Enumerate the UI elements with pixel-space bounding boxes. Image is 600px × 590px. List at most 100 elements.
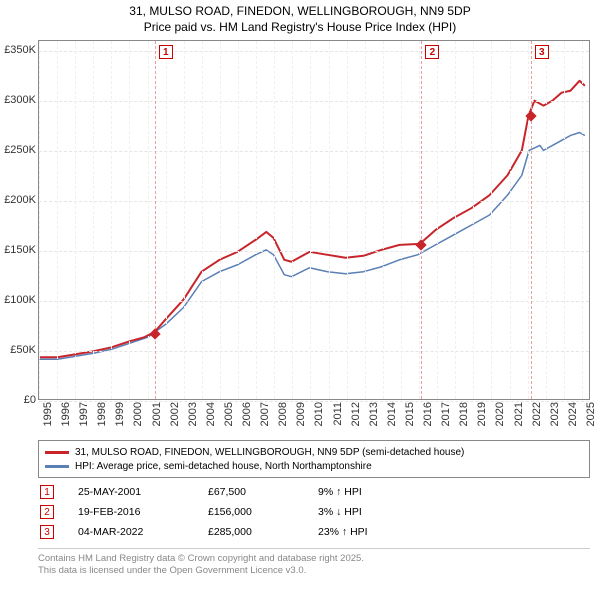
- xtick-label: 2023: [549, 402, 561, 426]
- xtick-label: 2001: [151, 402, 163, 426]
- xtick-label: 2012: [350, 402, 362, 426]
- gridline-v: [292, 41, 293, 399]
- title-line-2: Price paid vs. HM Land Registry's House …: [0, 20, 600, 36]
- event-box: 2: [425, 45, 439, 59]
- ytick-label: £150K: [0, 244, 36, 256]
- gridline-v: [111, 41, 112, 399]
- gridline-v: [528, 41, 529, 399]
- xtick-label: 2004: [205, 402, 217, 426]
- ytick-label: £0: [0, 394, 36, 406]
- legend-swatch-blue: [45, 465, 69, 468]
- chart-plot-area: 1 2 3: [38, 40, 590, 400]
- event-pct-2: 3% ↓ HPI: [318, 506, 418, 518]
- series-line-blue: [40, 132, 585, 359]
- gridline-v: [383, 41, 384, 399]
- gridline-v: [329, 41, 330, 399]
- gridline-v: [347, 41, 348, 399]
- series-line-red: [40, 81, 585, 357]
- event-pct-1: 9% ↑ HPI: [318, 486, 418, 498]
- gridline-v: [184, 41, 185, 399]
- legend-label-blue: HPI: Average price, semi-detached house,…: [75, 461, 372, 472]
- gridline-v: [220, 41, 221, 399]
- xtick-label: 1998: [96, 402, 108, 426]
- event-row-3: 3 04-MAR-2022 £285,000 23% ↑ HPI: [38, 522, 590, 542]
- event-num-3: 3: [40, 525, 54, 539]
- gridline-v: [582, 41, 583, 399]
- xtick-label: 2010: [313, 402, 325, 426]
- xtick-label: 2015: [404, 402, 416, 426]
- event-date-3: 04-MAR-2022: [78, 526, 198, 538]
- gridline-v: [148, 41, 149, 399]
- gridline-v: [419, 41, 420, 399]
- ytick-label: £100K: [0, 294, 36, 306]
- gridline-h: [39, 251, 589, 252]
- xtick-label: 2024: [567, 402, 579, 426]
- event-row-2: 2 19-FEB-2016 £156,000 3% ↓ HPI: [38, 502, 590, 522]
- gridline-h: [39, 51, 589, 52]
- xtick-label: 2019: [476, 402, 488, 426]
- gridline-h: [39, 151, 589, 152]
- gridline-v: [129, 41, 130, 399]
- xtick-label: 2009: [295, 402, 307, 426]
- chart-container: 31, MULSO ROAD, FINEDON, WELLINGBOROUGH,…: [0, 0, 600, 590]
- gridline-v: [166, 41, 167, 399]
- legend-box: 31, MULSO ROAD, FINEDON, WELLINGBOROUGH,…: [38, 440, 590, 478]
- gridline-h: [39, 101, 589, 102]
- gridline-v: [365, 41, 366, 399]
- xtick-label: 2000: [132, 402, 144, 426]
- events-table: 1 25-MAY-2001 £67,500 9% ↑ HPI 2 19-FEB-…: [38, 482, 590, 542]
- xtick-label: 2003: [187, 402, 199, 426]
- event-num-2: 2: [40, 505, 54, 519]
- event-line: [421, 41, 422, 399]
- gridline-h: [39, 301, 589, 302]
- xtick-label: 2021: [513, 402, 525, 426]
- gridline-v: [491, 41, 492, 399]
- title-line-1: 31, MULSO ROAD, FINEDON, WELLINGBOROUGH,…: [0, 4, 600, 20]
- event-line: [155, 41, 156, 399]
- xtick-label: 2020: [494, 402, 506, 426]
- title-block: 31, MULSO ROAD, FINEDON, WELLINGBOROUGH,…: [0, 0, 600, 35]
- xtick-label: 2007: [259, 402, 271, 426]
- xtick-label: 1997: [78, 402, 90, 426]
- gridline-v: [39, 41, 40, 399]
- ytick-label: £50K: [0, 344, 36, 356]
- ytick-label: £300K: [0, 94, 36, 106]
- xtick-label: 2018: [458, 402, 470, 426]
- plot-svg: [39, 41, 589, 399]
- ytick-label: £250K: [0, 144, 36, 156]
- xtick-label: 1995: [42, 402, 54, 426]
- gridline-v: [93, 41, 94, 399]
- xtick-label: 2013: [368, 402, 380, 426]
- legend-item-red: 31, MULSO ROAD, FINEDON, WELLINGBOROUGH,…: [45, 445, 583, 459]
- xtick-label: 2005: [223, 402, 235, 426]
- gridline-v: [510, 41, 511, 399]
- footer-attribution: Contains HM Land Registry data © Crown c…: [38, 548, 590, 578]
- legend-label-red: 31, MULSO ROAD, FINEDON, WELLINGBOROUGH,…: [75, 447, 464, 458]
- event-date-2: 19-FEB-2016: [78, 506, 198, 518]
- event-row-1: 1 25-MAY-2001 £67,500 9% ↑ HPI: [38, 482, 590, 502]
- gridline-v: [75, 41, 76, 399]
- event-line: [531, 41, 532, 399]
- xtick-label: 2006: [241, 402, 253, 426]
- gridline-v: [274, 41, 275, 399]
- footer-line-1: Contains HM Land Registry data © Crown c…: [38, 553, 590, 565]
- legend-item-blue: HPI: Average price, semi-detached house,…: [45, 459, 583, 473]
- gridline-v: [202, 41, 203, 399]
- xtick-label: 2016: [422, 402, 434, 426]
- xtick-label: 1999: [114, 402, 126, 426]
- event-box: 3: [535, 45, 549, 59]
- gridline-v: [437, 41, 438, 399]
- xtick-label: 2022: [531, 402, 543, 426]
- gridline-v: [57, 41, 58, 399]
- xtick-label: 2002: [169, 402, 181, 426]
- xtick-label: 2011: [332, 402, 344, 426]
- footer-line-2: This data is licensed under the Open Gov…: [38, 565, 590, 577]
- event-price-2: £156,000: [208, 506, 308, 518]
- event-box: 1: [159, 45, 173, 59]
- xtick-label: 2014: [386, 402, 398, 426]
- event-num-1: 1: [40, 485, 54, 499]
- gridline-v: [401, 41, 402, 399]
- gridline-v: [256, 41, 257, 399]
- event-date-1: 25-MAY-2001: [78, 486, 198, 498]
- gridline-v: [473, 41, 474, 399]
